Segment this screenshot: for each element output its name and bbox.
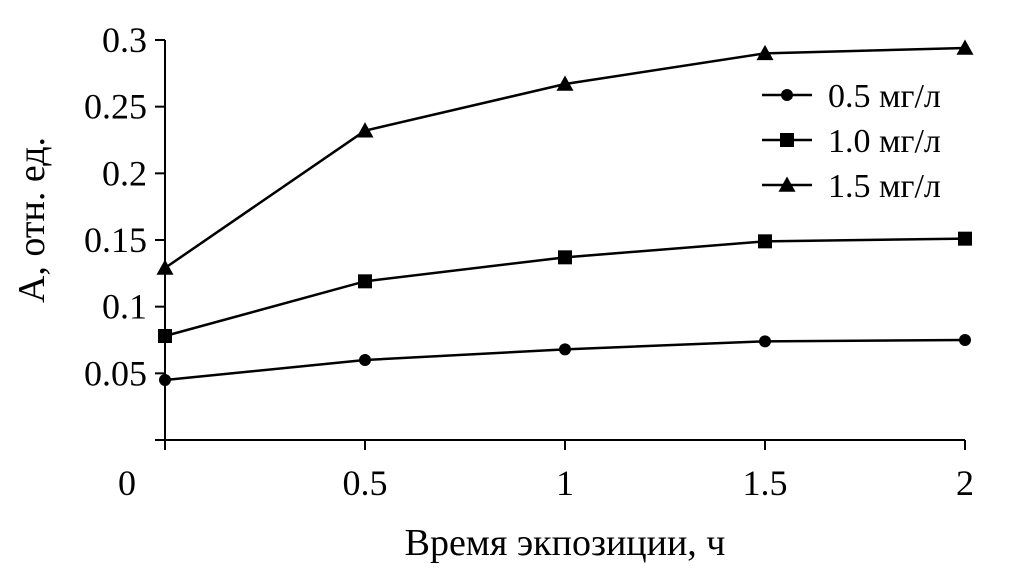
- series-3: [156, 39, 974, 275]
- legend-label: 0.5 мг/л: [828, 78, 941, 115]
- y-axis-ticks: 0.05 0.1 0.15 0.2 0.25 0.3: [84, 20, 165, 441]
- data-point: [956, 39, 974, 55]
- legend-marker: [780, 133, 794, 147]
- data-point: [959, 334, 971, 346]
- y-tick-label: 0.1: [102, 287, 147, 327]
- data-point: [356, 122, 374, 138]
- x-tick-label: 1: [556, 463, 574, 503]
- data-point: [158, 329, 172, 343]
- legend-label: 1.0 мг/л: [828, 123, 941, 160]
- x-tick-label: 0: [118, 463, 136, 503]
- data-point: [359, 354, 371, 366]
- data-point: [159, 374, 171, 386]
- y-tick-label: 0.25: [84, 87, 147, 127]
- y-axis-title: A, отн. ед.: [11, 137, 53, 303]
- data-point: [759, 335, 771, 348]
- legend-label: 1.5 мг/л: [828, 168, 941, 205]
- legend-item: 1.0 мг/л: [762, 123, 941, 160]
- series-1: [159, 334, 971, 386]
- legend: 0.5 мг/л 1.0 мг/л 1.5 мг/л: [762, 78, 941, 205]
- legend-marker: [778, 176, 796, 192]
- x-tick-label: 1.5: [743, 463, 788, 503]
- series-2: [158, 231, 972, 343]
- data-point: [559, 343, 571, 356]
- data-point: [958, 231, 972, 246]
- data-point: [756, 44, 774, 61]
- legend-marker: [781, 89, 793, 101]
- data-point: [558, 250, 572, 265]
- x-tick-label: 0.5: [343, 463, 388, 503]
- y-tick-label: 0.2: [102, 153, 147, 193]
- x-axis-title: Время экпозиции, ч: [405, 522, 726, 564]
- legend-item: 1.5 мг/л: [762, 168, 941, 205]
- x-tick-label: 2: [956, 463, 974, 503]
- data-point: [556, 75, 574, 91]
- legend-item: 0.5 мг/л: [762, 78, 941, 115]
- y-tick-label: 0.15: [84, 220, 147, 260]
- data-point: [156, 259, 174, 275]
- data-point: [758, 234, 772, 249]
- data-point: [358, 274, 372, 289]
- x-axis-ticks: 0 0.5 1 1.5 2: [118, 440, 974, 503]
- y-tick-label: 0.3: [102, 20, 147, 60]
- series-group: [156, 39, 974, 386]
- y-tick-label: 0.05: [84, 353, 147, 393]
